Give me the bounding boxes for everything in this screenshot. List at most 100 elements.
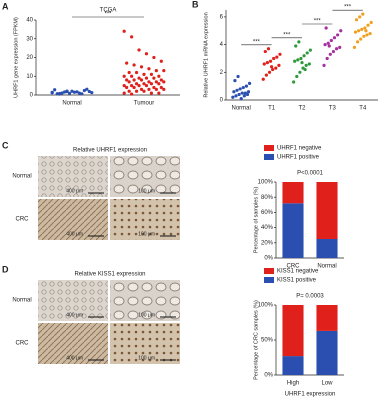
data-point [134,70,139,75]
data-point [360,27,364,31]
data-point [305,51,309,55]
data-point [132,63,136,67]
x-tick-label: T1 [268,106,276,112]
data-point [326,41,330,45]
data-point [125,78,129,82]
data-point [139,65,144,69]
data-point [352,45,357,49]
scale-label: 100 μm [138,231,155,237]
data-point [125,61,129,65]
data-point [122,84,126,88]
chart-title: TCGA [100,8,117,14]
data-point [264,73,268,77]
data-point [82,88,86,93]
scale-label: 400 μm [66,355,83,361]
data-point [154,80,158,84]
data-point [357,29,361,33]
data-point [53,88,57,92]
data-point [261,77,265,81]
y-tick-label: 80% [261,195,274,201]
data-point [270,65,274,69]
data-point [263,49,267,54]
data-point [142,89,146,93]
data-point [134,89,139,93]
data-point [134,82,139,86]
data-point [359,37,363,41]
data-point [139,87,144,91]
data-point [132,85,136,90]
y-tick-label: 100% [258,180,274,186]
panel-label: D [2,264,9,274]
x-tick-label: T4 [359,106,367,112]
y-tick-label: 0 [220,98,224,104]
x-tick-label: CRC [287,264,301,270]
bar-segment [282,305,304,357]
data-point [246,90,251,94]
data-point [268,59,273,63]
y-tick-label: 2 [220,70,224,76]
data-point [127,70,131,75]
panel-label: B [192,0,199,9]
y-tick-label: 40 [26,18,33,24]
sig-label: *** [253,39,261,45]
data-point [162,87,166,91]
data-point [266,47,271,51]
data-point [157,91,161,95]
legend-swatch [264,145,274,151]
data-point [328,52,332,56]
data-point [294,44,298,48]
y-tick-label: 0 [30,93,34,99]
y-axis-title: UHRF1 gene expression (FPKM) [13,17,19,98]
tissue-image [38,156,108,197]
bar-segment [316,182,338,239]
data-point [358,15,362,19]
data-point [144,52,149,56]
data-point [159,78,163,82]
data-point [130,74,134,78]
data-point [144,76,149,80]
data-point [247,81,252,85]
data-point [245,92,250,97]
data-point [152,76,156,80]
data-point [299,56,303,61]
data-point [137,76,141,80]
data-point [67,91,72,95]
legend-label: UHRF1 positive [277,155,320,161]
data-point [232,90,236,94]
data-point [149,91,154,95]
data-point [241,85,245,90]
data-point [162,69,166,73]
y-tick-label: 50% [261,338,274,344]
data-point [137,84,141,88]
y-tick-label: 0% [264,373,273,379]
tissue-image [38,323,108,364]
data-point [364,29,368,33]
data-point [304,63,308,67]
x-tick-label: Normal [317,264,336,270]
scale-label: 400 μm [66,312,83,318]
sig-label: *** [283,32,291,38]
y-axis-title: Relative UHRF1 mRNA expression [203,12,209,97]
data-point [302,54,306,58]
sig-label: *** [314,19,322,25]
data-point [87,89,91,94]
legend-swatch [264,277,274,283]
data-point [162,80,166,84]
data-point [122,29,126,33]
data-point [80,92,84,96]
x-tick-label: Low [321,381,333,387]
data-point [265,61,270,65]
data-point [62,90,67,94]
tissue-image [110,199,180,240]
data-point [65,90,69,94]
panel-label: C [2,140,9,150]
data-point [363,26,367,30]
tissue-image [110,280,180,321]
data-point [292,80,296,84]
data-point [338,45,342,49]
y-axis-title: Percentage of CRC samples (%) [253,300,259,380]
data-point [157,82,161,86]
data-point [334,47,339,51]
data-point [368,31,372,36]
